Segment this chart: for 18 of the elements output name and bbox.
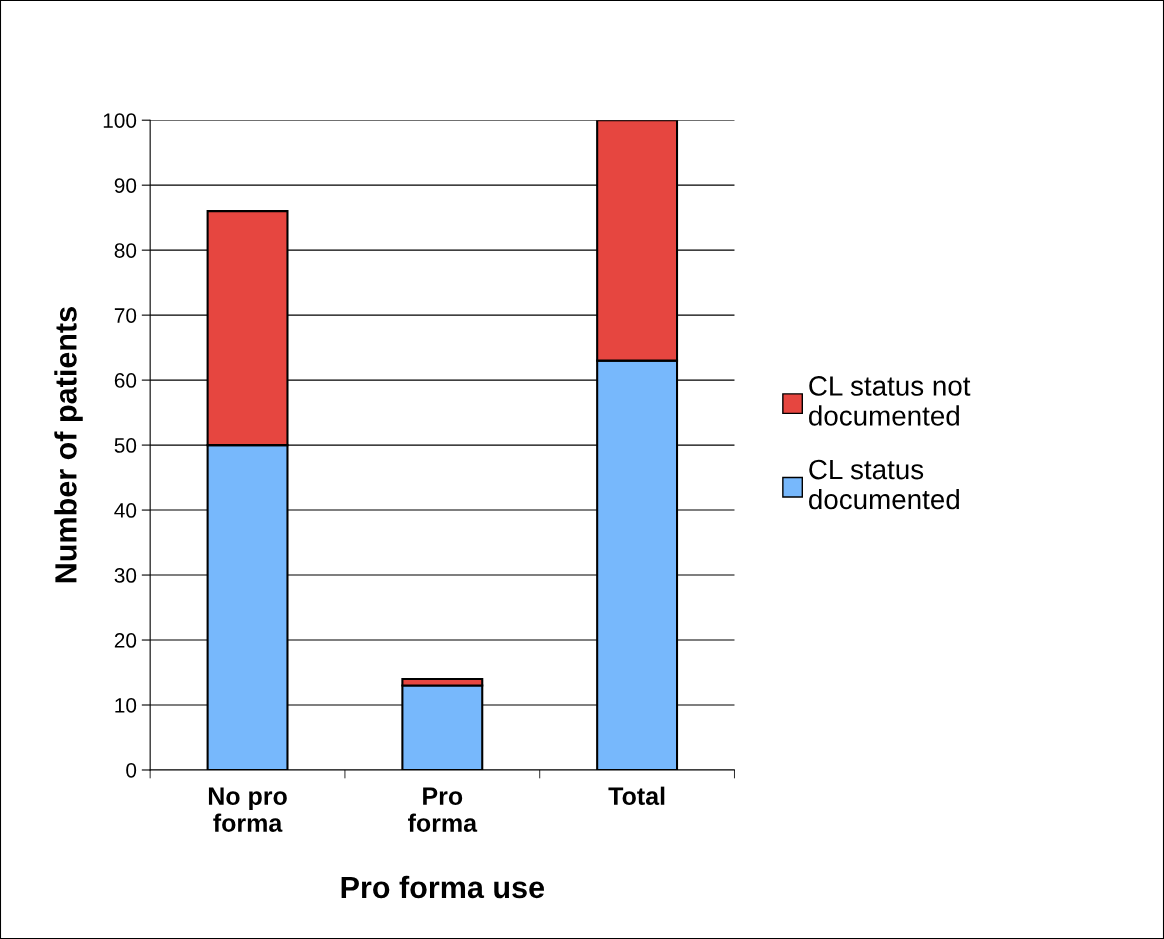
y-tick-label: 30 <box>114 568 137 583</box>
y-tick-label: 70 <box>114 308 137 323</box>
y-axis-title: Number of patients <box>54 307 83 583</box>
x-tick-label: Total <box>608 786 665 806</box>
y-tick-label: 10 <box>115 698 137 713</box>
x-axis-title: Pro forma use <box>341 875 545 899</box>
y-tick-label: 0 <box>126 762 137 778</box>
x-tick-label: Pro forma <box>408 787 478 832</box>
x-tick-label: No pro forma <box>208 787 287 832</box>
y-tick-label: 100 <box>103 113 137 128</box>
legend-label: CL status not documented <box>809 376 971 426</box>
y-tick-label: 40 <box>114 503 137 518</box>
y-tick-label: 80 <box>114 243 137 258</box>
y-tick-label: 50 <box>114 438 137 453</box>
legend-label: CL status documented <box>809 459 959 510</box>
y-tick-label: 60 <box>114 373 137 388</box>
y-tick-label: 90 <box>114 178 137 193</box>
y-tick-label: 20 <box>114 633 137 648</box>
